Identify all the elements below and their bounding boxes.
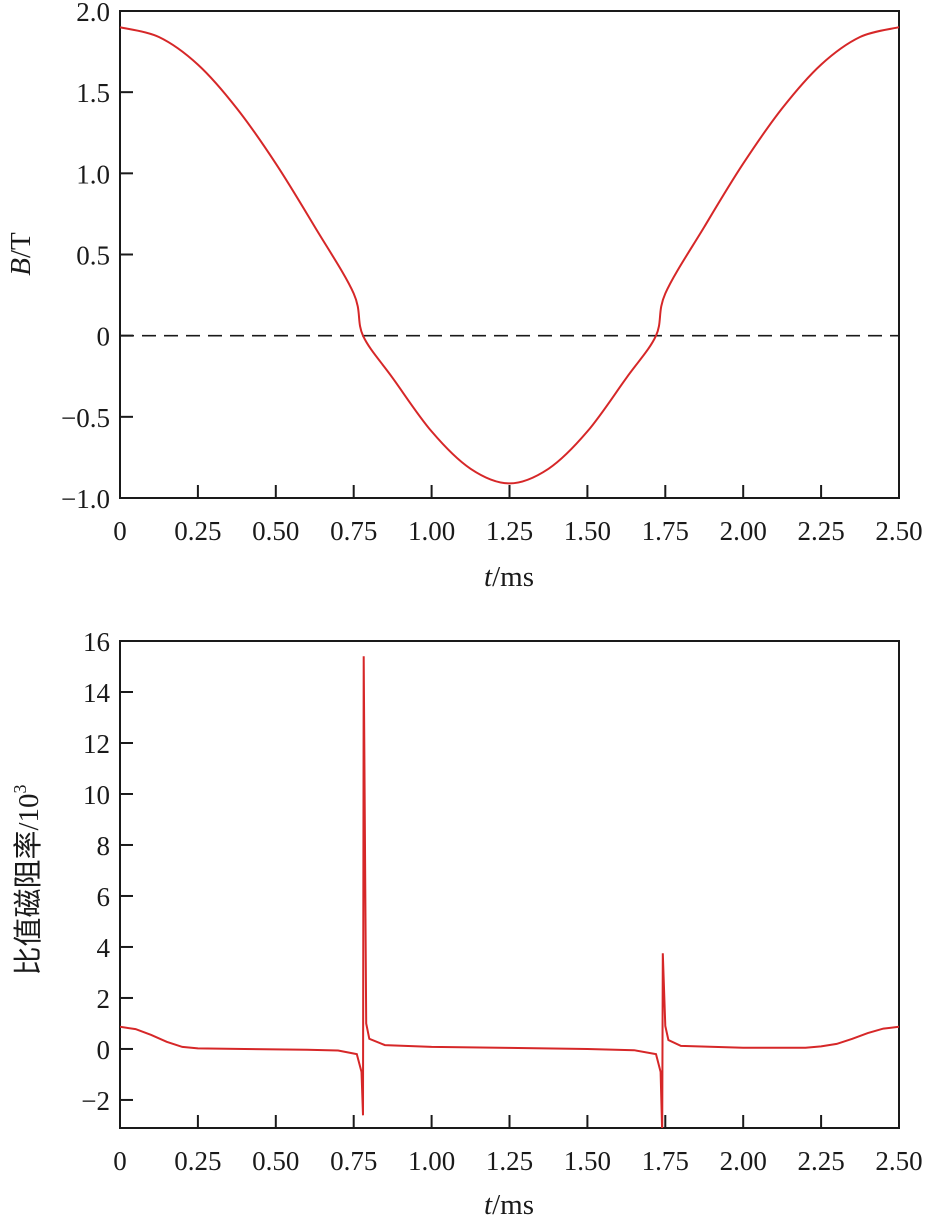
x-tick-label: 0.75 [330,516,377,546]
y-tick-label: 0.5 [76,241,110,271]
plot-frame [119,640,900,1129]
data-line-b [119,26,900,485]
data-line-reluctivity [120,656,899,1128]
x-tick-label: 2.50 [875,1146,922,1176]
y-tick-label: 2.0 [76,0,110,27]
y-tick-label: 2 [97,984,111,1014]
y-tick-label: 6 [97,882,111,912]
y-axis-title: 比值磁阻率/103 [10,784,45,975]
y-tick-label: 8 [97,831,111,861]
x-tick-label: 0.50 [252,1146,299,1176]
x-tick-label: 0.75 [330,1146,377,1176]
x-tick-label: 1.50 [564,1146,611,1176]
x-tick-label: 1.25 [486,1146,533,1176]
x-axis-title: t/ms [484,561,534,593]
x-axis-title: t/ms [484,1189,534,1218]
x-tick-label: 1.00 [408,516,455,546]
y-axis-ticks: 2.0 1.5 1.0 0.5 0 −0.5 −1.0 [61,0,133,514]
x-axis-ticks: 0 0.25 0.50 0.75 1.00 1.25 1.50 1.75 2.00 2.25 2.5… [113,1115,923,1176]
y-tick-label: 14 [83,678,111,708]
x-tick-label: 1.75 [642,516,689,546]
y-tick-label: 16 [83,627,110,657]
y-tick-label: 10 [83,780,110,810]
y-axis-ticks: 16 14 12 10 8 6 4 2 0 −2 [81,627,133,1116]
x-tick-label: 0.25 [174,516,221,546]
y-tick-label: −1.0 [61,484,110,514]
x-tick-label: 2.50 [875,516,922,546]
y-tick-label: 1.0 [76,159,110,189]
x-tick-label: 2.25 [797,1146,844,1176]
x-tick-label: 1.75 [642,1146,689,1176]
y-tick-label: 1.5 [76,78,110,108]
x-tick-label: 2.25 [797,516,844,546]
x-tick-label: 0.50 [252,516,299,546]
chart-flux-density: 2.01.51.00.50−0.5−1.0 0 0.25 0.50 0.75 1.00 1… [5,0,923,593]
plot-frame [119,10,900,499]
x-tick-label: 0.25 [174,1146,221,1176]
y-tick-label: 0 [97,322,111,352]
y-tick-label: 0 [97,1035,111,1065]
y-tick-label: −0.5 [61,403,110,433]
x-tick-label: 0 [113,1146,127,1176]
y-axis-title: B/T [5,232,37,276]
y-tick-label: 4 [97,933,111,963]
x-tick-label: 2.00 [720,516,767,546]
y-tick-label: 12 [83,729,110,759]
x-tick-label: 2.00 [720,1146,767,1176]
x-tick-label: 1.00 [408,1146,455,1176]
x-tick-label: 0 [113,516,127,546]
x-tick-label: 1.50 [564,516,611,546]
x-axis-ticks: 0 0.25 0.50 0.75 1.00 1.25 1.50 1.75 2.00 2.25 2.5… [113,485,923,546]
y-tick-label: −2 [81,1086,110,1116]
x-tick-label: 1.25 [486,516,533,546]
